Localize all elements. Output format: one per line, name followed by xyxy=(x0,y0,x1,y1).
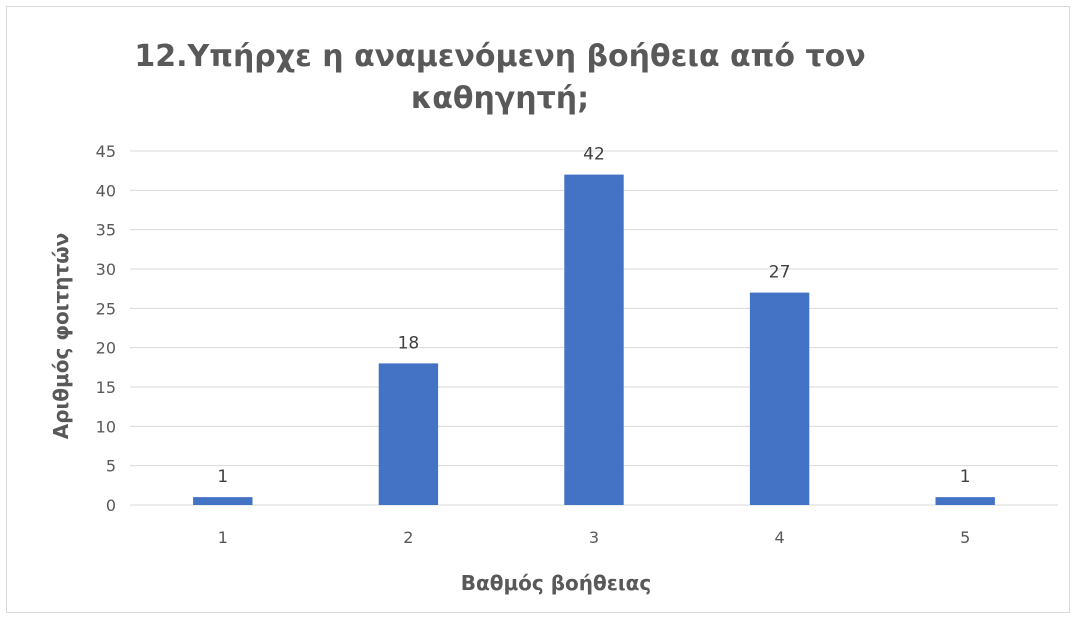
chart-title: 12.Υπήρχε η αναμενόμενη βοήθεια από τον … xyxy=(0,36,1000,120)
y-axis-title: Αριθμός φοιτητών xyxy=(49,233,73,440)
bar xyxy=(193,497,253,505)
bar xyxy=(935,497,995,505)
chart-title-line-2: καθηγητή; xyxy=(410,81,590,116)
x-axis-title: Βαθμός βοήθειας xyxy=(461,571,652,595)
x-tick-label: 2 xyxy=(403,528,413,547)
bar xyxy=(378,363,439,505)
data-labels: 1 18 42 27 1 xyxy=(217,145,970,488)
y-axis-ticks: 0 5 10 15 20 25 30 35 40 45 xyxy=(96,142,116,515)
bar xyxy=(564,174,624,505)
data-label: 42 xyxy=(583,145,605,165)
data-label: 1 xyxy=(217,467,228,487)
y-tick-label: 25 xyxy=(96,299,116,318)
bar xyxy=(749,292,810,505)
x-tick-label: 4 xyxy=(775,528,785,547)
y-tick-label: 30 xyxy=(96,260,116,279)
chart-title-line-1: 12.Υπήρχε η αναμενόμενη βοήθεια από τον xyxy=(134,39,866,74)
bars xyxy=(193,174,995,505)
x-axis-ticks: 1 2 3 4 5 xyxy=(218,528,971,547)
x-tick-label: 1 xyxy=(218,528,228,547)
data-label: 1 xyxy=(960,467,971,487)
y-tick-label: 20 xyxy=(96,339,116,358)
y-tick-label: 5 xyxy=(106,457,116,476)
chart-frame xyxy=(6,6,1070,613)
y-tick-label: 35 xyxy=(96,221,116,240)
data-label: 27 xyxy=(769,263,791,283)
y-tick-label: 0 xyxy=(106,496,116,515)
y-tick-label: 40 xyxy=(96,181,116,200)
y-tick-label: 15 xyxy=(96,378,116,397)
y-tick-label: 45 xyxy=(96,142,116,161)
x-tick-label: 5 xyxy=(960,528,970,547)
y-tick-label: 10 xyxy=(96,417,116,436)
x-tick-label: 3 xyxy=(589,528,599,547)
data-label: 18 xyxy=(398,333,420,353)
